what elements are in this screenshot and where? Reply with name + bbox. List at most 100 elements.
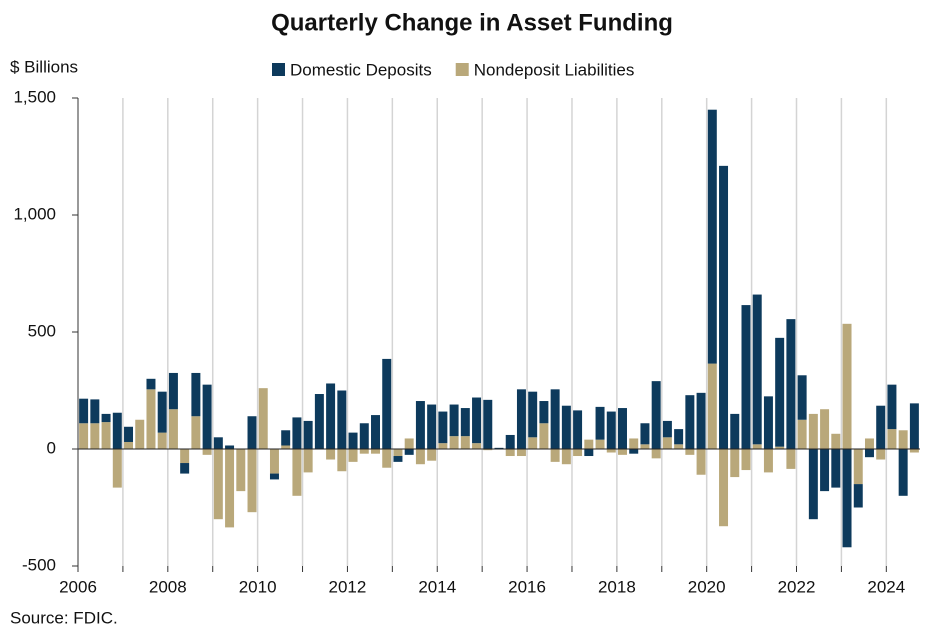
bar [662,420,672,438]
bar [359,449,369,454]
y-tick-label: 0 [47,438,56,457]
bar [460,436,470,449]
bar [853,484,863,508]
bar [191,416,201,449]
bar [831,433,841,449]
bar [707,363,717,449]
legend: Domestic Deposits Nondeposit Liabilities [272,60,634,79]
bar [505,434,515,449]
bar [730,413,740,449]
bar [550,449,560,462]
x-tick-label: 2022 [778,577,816,596]
bar [730,449,740,478]
bar [314,394,324,449]
bar [696,449,706,475]
y-tick-label: 1,500 [13,87,56,106]
bar [303,420,313,449]
bar [651,381,661,449]
bar [348,432,358,449]
bar [674,429,684,445]
bar [371,415,380,449]
bar [606,449,616,453]
bar [584,449,594,457]
bar [79,423,89,449]
bar [157,432,167,449]
bar [864,449,874,458]
bar [595,439,605,449]
bar [640,444,650,449]
bar [640,423,650,445]
bar [763,449,773,473]
bar [101,413,111,423]
bar [371,449,380,454]
bar [629,438,639,449]
x-tick-label: 2024 [867,577,905,596]
bar [281,445,291,449]
bar [876,449,886,460]
bar [292,449,302,496]
bar [168,409,178,449]
bar [909,449,919,453]
bar [157,391,167,433]
bar [741,305,751,449]
bar [606,411,616,449]
bar [719,165,729,450]
bar [303,449,313,473]
bar [146,389,156,449]
bar [909,403,919,449]
bar [404,449,414,455]
bar [629,449,639,454]
bar [415,401,425,449]
legend-label: Nondeposit Liabilities [474,60,635,79]
x-tick-label: 2016 [508,577,546,596]
legend-swatch [455,63,469,76]
bar [124,426,134,442]
bar [79,398,89,424]
chart-title: Quarterly Change in Asset Funding [271,9,673,36]
bar [831,449,841,488]
bar [326,449,336,460]
bar [415,449,425,465]
x-tick-label: 2014 [418,577,456,596]
legend-label: Domestic Deposits [290,60,432,79]
bar [269,473,279,480]
bar [775,337,785,447]
bar [382,358,392,449]
bar [775,446,785,449]
bar [180,449,190,464]
bar [842,323,852,449]
bar [404,438,414,449]
bar [483,399,493,449]
bar [135,419,145,449]
bar [561,405,571,449]
bar [382,449,392,468]
bar [853,449,863,485]
y-axis-label: $ Billions [10,57,78,76]
bar [786,319,796,449]
y-tick-label: -500 [22,555,56,574]
bar [247,449,257,513]
bar [213,449,223,520]
bar [101,422,111,449]
bar [90,399,100,424]
bar [348,449,358,462]
x-tick-label: 2008 [149,577,187,596]
bar [393,449,403,457]
bar [595,406,605,440]
bar [539,401,549,424]
bar [898,449,908,496]
bar [472,397,482,444]
bar [752,294,762,445]
bar [146,378,156,390]
bar [427,449,437,461]
bar [561,449,571,465]
bar [528,437,538,449]
bar [741,449,751,471]
bar [191,372,201,417]
bar [573,449,583,457]
bar [236,449,246,492]
bar [202,384,212,449]
bar [337,390,347,449]
bar [820,449,830,492]
bar [864,438,874,449]
